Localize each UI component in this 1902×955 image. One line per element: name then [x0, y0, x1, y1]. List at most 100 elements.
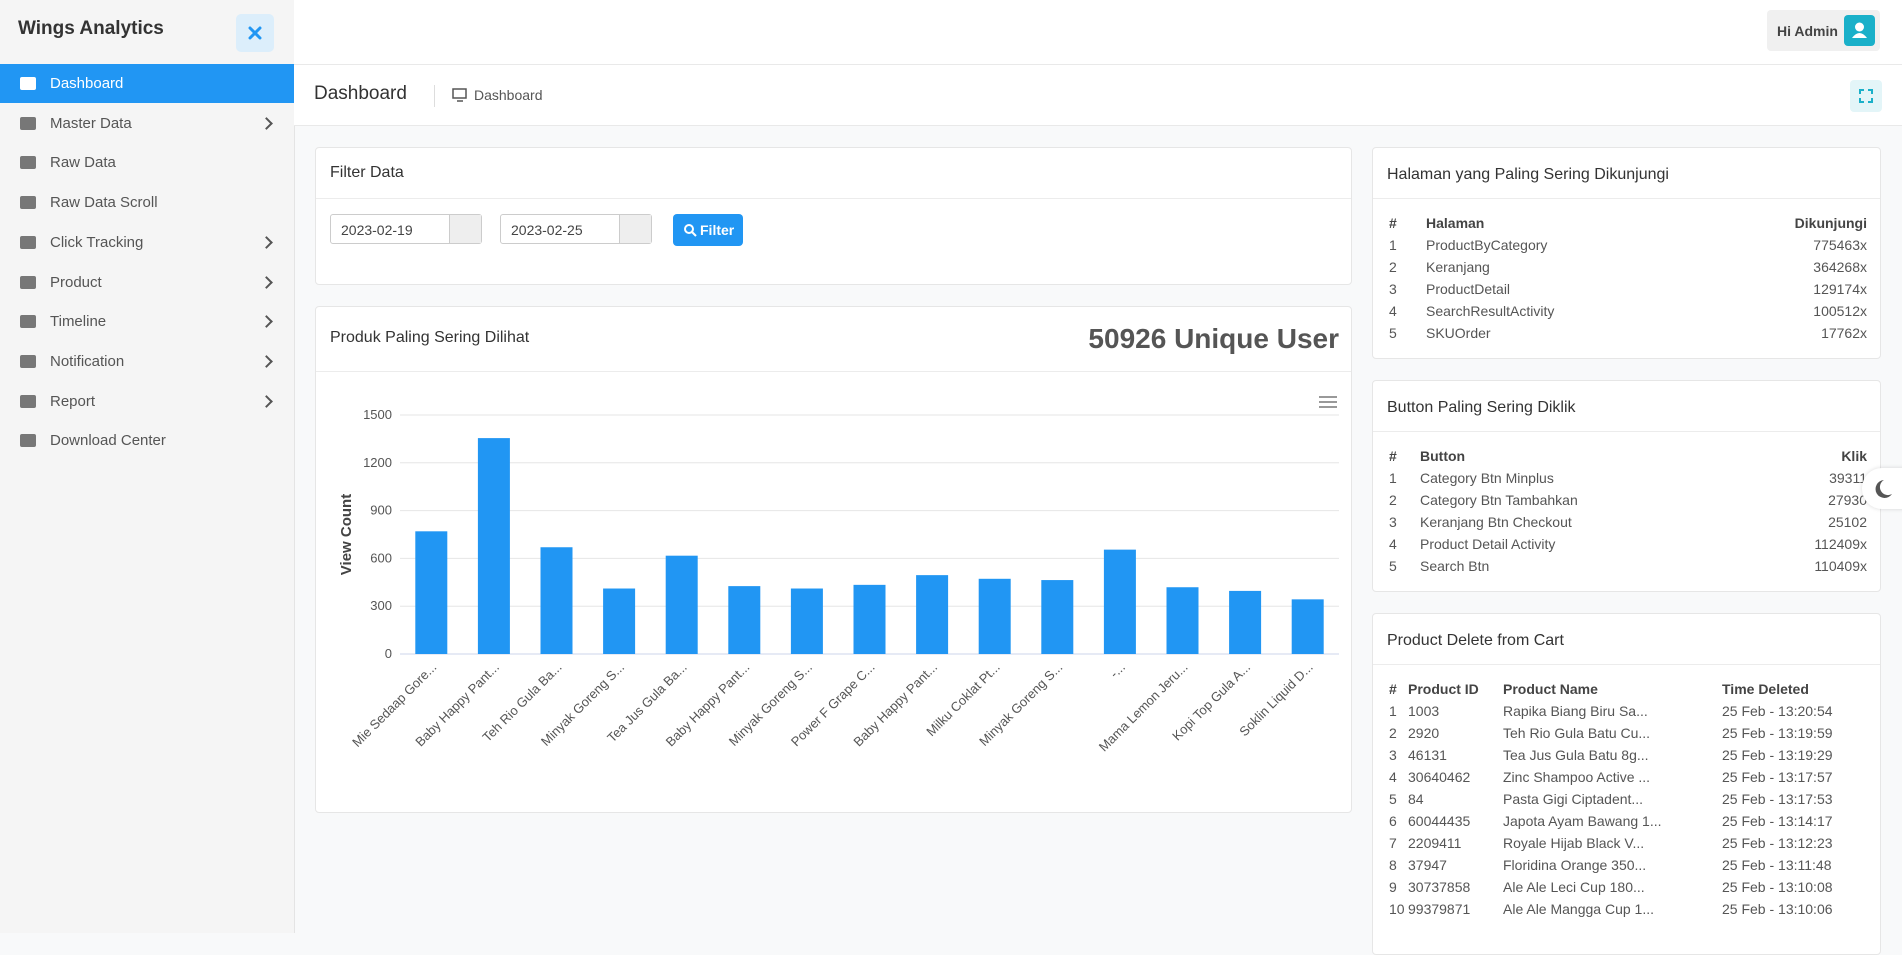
table-cell: Keranjang	[1426, 259, 1490, 275]
bar	[978, 578, 1011, 654]
table-cell: Zinc Shampoo Active ...	[1503, 769, 1651, 785]
monitor-icon	[452, 88, 467, 102]
bar	[1103, 549, 1136, 654]
sidebar: Wings Analytics Dashboard Master Data Raw …	[0, 0, 295, 933]
bar	[540, 547, 573, 654]
end-date-input[interactable]: 2023-02-25	[500, 214, 652, 244]
table-cell: Product Detail Activity	[1420, 536, 1556, 552]
menu-label: Master Data	[50, 114, 132, 132]
column-header: #	[1389, 215, 1397, 231]
table-cell: 9	[1389, 879, 1397, 895]
table-cell: 30640462	[1408, 769, 1471, 785]
table-cell: 1003	[1408, 703, 1440, 719]
page-header: Dashboard Dashboard	[294, 65, 1902, 126]
filter-button-label: Filter	[700, 222, 735, 238]
menu-item[interactable]: Raw Data Scroll	[0, 183, 294, 222]
table-cell: Teh Rio Gula Batu Cu...	[1503, 725, 1651, 741]
menu-item[interactable]: Report	[0, 382, 294, 421]
table-cell: 25 Feb - 13:17:57	[1722, 769, 1833, 785]
chart-title: Produk Paling Sering Dilihat	[330, 329, 530, 346]
bar	[415, 531, 448, 654]
column-header: Product Name	[1503, 681, 1598, 697]
y-tick-label: 300	[370, 598, 392, 613]
table-cell: 25 Feb - 13:17:53	[1722, 791, 1833, 807]
table-cell: Tea Jus Gula Batu 8g...	[1503, 747, 1649, 763]
close-button[interactable]	[236, 14, 274, 52]
table-cell: Category Btn Tambahkan	[1420, 492, 1578, 508]
table-cell: 60044435	[1408, 813, 1471, 829]
table-cell: 3	[1389, 514, 1397, 530]
table-cell: 84	[1408, 791, 1424, 807]
menu-item[interactable]: Master Data	[0, 104, 294, 143]
table-cell: 5	[1389, 558, 1397, 574]
menu-item[interactable]: Click Tracking	[0, 223, 294, 262]
menu-icon	[20, 275, 36, 289]
chevron	[260, 235, 273, 249]
menu-label: Raw Data Scroll	[50, 194, 158, 212]
menu-item[interactable]: Download Center	[0, 421, 294, 460]
table-cell: Ale Ale Leci Cup 180...	[1503, 879, 1645, 895]
table-cell: Search Btn	[1420, 558, 1490, 574]
bar	[665, 555, 698, 654]
table-cell: 7	[1389, 835, 1397, 851]
search-icon	[684, 224, 697, 237]
menu-icon	[20, 235, 36, 249]
bar	[728, 586, 761, 654]
chart-menu-icon[interactable]	[1319, 396, 1337, 408]
table-cell: 27930	[1828, 492, 1867, 508]
dark-mode-toggle[interactable]	[1862, 468, 1902, 509]
y-tick-label: 600	[370, 550, 392, 565]
column-header: Time Deleted	[1722, 681, 1809, 697]
card-title: Product Delete from Cart	[1387, 632, 1564, 649]
x-tick-label: -...	[1107, 660, 1128, 681]
card-title: Filter Data	[330, 164, 404, 181]
table-cell: 112409x	[1814, 536, 1867, 552]
table-cell: 1	[1389, 237, 1397, 253]
bar	[1041, 580, 1074, 654]
pages-card: Halaman yang Paling Sering Dikunjungi # Ha…	[1372, 147, 1881, 359]
table-cell: Rapika Biang Biru Sa...	[1503, 703, 1648, 719]
start-date-input[interactable]: 2023-02-19	[330, 214, 482, 244]
divider	[316, 371, 1351, 372]
menu-label: Dashboard	[50, 75, 124, 92]
filter-button[interactable]: Filter	[673, 214, 743, 246]
table-cell: 4	[1389, 303, 1397, 319]
table-cell: 364268x	[1813, 259, 1867, 275]
card-title: Button Paling Sering Diklik	[1387, 399, 1576, 416]
menu-item[interactable]: Timeline	[0, 302, 294, 341]
y-tick-label: 1500	[363, 407, 392, 422]
menu-item[interactable]: Product	[0, 263, 294, 302]
table-cell: 25 Feb - 13:12:23	[1722, 835, 1833, 851]
menu-label: Click Tracking	[50, 233, 144, 251]
buttons-card: Button Paling Sering Diklik # Button Klik 1 C…	[1372, 380, 1881, 592]
card-title: Halaman yang Paling Sering Dikunjungi	[1387, 166, 1669, 183]
chevron	[260, 116, 273, 130]
menu-item[interactable]: Notification	[0, 342, 294, 381]
menu-item[interactable]: Dashboard	[0, 64, 294, 103]
bar	[1229, 590, 1262, 654]
table-cell: 25 Feb - 13:19:59	[1722, 725, 1833, 741]
calendar-addon	[449, 215, 481, 243]
fullscreen-button[interactable]	[1850, 80, 1882, 112]
table-cell: Floridina Orange 350...	[1503, 857, 1647, 873]
table-cell: 129174x	[1813, 281, 1867, 297]
column-header: Button	[1420, 448, 1466, 464]
table-cell: 6	[1389, 813, 1397, 829]
divider	[1373, 198, 1880, 199]
table-cell: 1	[1389, 470, 1397, 486]
menu-item[interactable]: Raw Data	[0, 143, 294, 182]
divider	[1373, 664, 1880, 665]
table-cell: 25 Feb - 13:10:06	[1722, 901, 1833, 917]
menu-icon	[20, 394, 36, 408]
y-tick-label: 0	[385, 646, 392, 661]
menu-label: Notification	[50, 352, 125, 370]
menu-label: Download Center	[50, 432, 166, 450]
divider	[1373, 431, 1880, 432]
chevron	[260, 394, 273, 408]
breadcrumb[interactable]: Dashboard	[474, 87, 543, 103]
table-cell: 25 Feb - 13:11:48	[1722, 857, 1832, 873]
table-cell: 2	[1389, 259, 1397, 275]
moon-icon	[1875, 480, 1892, 498]
user-button[interactable]: Hi Admin	[1767, 10, 1880, 51]
